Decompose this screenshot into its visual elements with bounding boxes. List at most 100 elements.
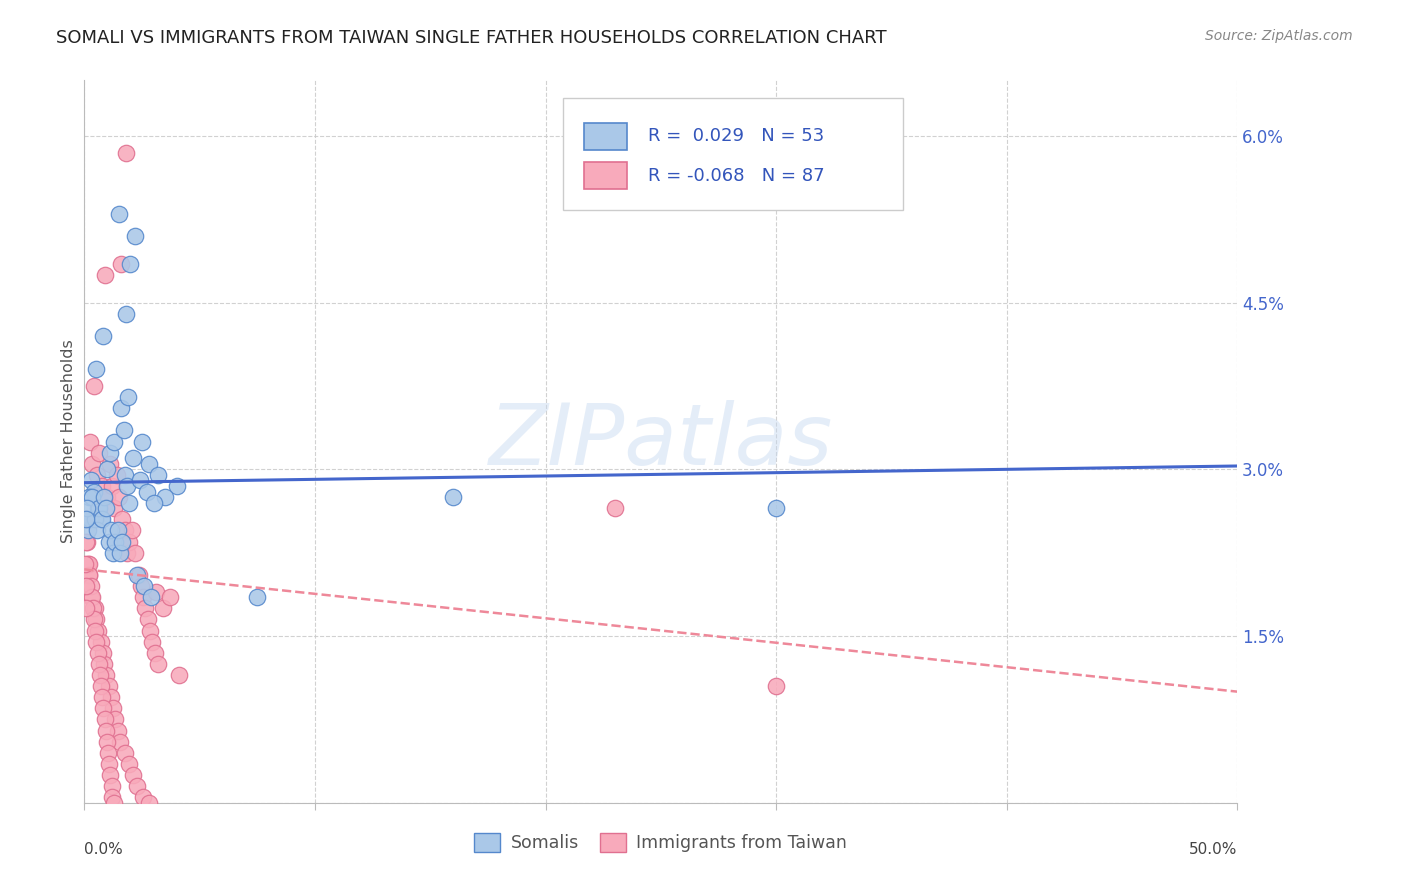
Point (93, 490, 115, 504)
Point (97, 746, 120, 760)
Point (143, 646, 166, 660)
Point (108, 546, 131, 560)
Point (146, 467, 169, 482)
Point (134, 579, 156, 593)
Point (86, 467, 108, 482)
Point (141, 634, 163, 648)
Point (603, 501, 626, 516)
Point (93, 713, 115, 727)
Text: R =  0.029   N = 53: R = 0.029 N = 53 (648, 128, 824, 145)
Point (79, 568, 101, 582)
Point (83, 601, 105, 615)
Point (103, 434, 125, 449)
Point (111, 512, 134, 526)
Point (124, 228, 146, 243)
Point (96, 462, 118, 476)
Point (94, 268, 117, 282)
Point (138, 796, 160, 810)
Point (100, 690, 122, 705)
Text: ZIPatlas: ZIPatlas (489, 400, 832, 483)
Point (108, 490, 131, 504)
Point (166, 479, 188, 493)
Point (82, 490, 104, 504)
Point (103, 501, 125, 516)
Point (107, 723, 129, 738)
Point (76, 524, 98, 538)
Point (87, 624, 110, 638)
FancyBboxPatch shape (562, 98, 903, 211)
Point (118, 534, 141, 549)
Point (100, 779, 122, 793)
Point (132, 590, 155, 604)
Point (75, 534, 97, 549)
Text: 50.0%: 50.0% (1189, 842, 1237, 856)
Point (80, 579, 103, 593)
Point (139, 624, 162, 638)
Point (98, 768, 121, 782)
Point (91, 701, 114, 715)
Legend: Somalis, Immigrants from Taiwan: Somalis, Immigrants from Taiwan (467, 826, 855, 859)
Point (84, 362, 107, 376)
Point (84, 624, 107, 638)
Point (103, 546, 124, 560)
Text: Source: ZipAtlas.com: Source: ZipAtlas.com (1205, 29, 1353, 43)
Point (128, 568, 150, 582)
Point (93, 657, 115, 671)
Point (115, 307, 138, 321)
Point (89, 501, 111, 516)
Point (114, 467, 136, 482)
Point (114, 746, 136, 760)
Point (98, 457, 121, 471)
Point (104, 534, 127, 549)
Point (80, 590, 103, 604)
Point (134, 601, 156, 615)
Point (117, 756, 139, 771)
Point (87, 657, 110, 671)
Point (96, 501, 118, 516)
Point (129, 579, 152, 593)
Point (96, 668, 118, 682)
Point (82, 457, 104, 471)
Point (84, 612, 107, 626)
Point (101, 790, 124, 805)
Point (112, 424, 135, 438)
Bar (583, 161, 627, 189)
Point (136, 612, 159, 626)
Point (100, 524, 122, 538)
Y-axis label: Single Father Households: Single Father Households (60, 340, 76, 543)
Point (82, 601, 104, 615)
Point (118, 496, 141, 510)
Point (90, 679, 112, 693)
Point (127, 568, 149, 582)
Point (110, 401, 132, 416)
Point (89, 634, 111, 648)
Point (86, 634, 108, 648)
Point (83, 612, 105, 626)
Point (115, 479, 138, 493)
Point (765, 679, 787, 693)
Point (83, 484, 105, 499)
Point (80, 590, 103, 604)
Point (77, 568, 100, 582)
Point (90, 512, 112, 526)
Point (167, 668, 190, 682)
Text: 0.0%: 0.0% (84, 842, 124, 856)
Point (246, 590, 269, 604)
Point (128, 474, 150, 488)
Point (83, 379, 105, 393)
Point (94, 723, 117, 738)
Point (141, 590, 163, 604)
Point (77, 557, 100, 571)
Point (132, 790, 155, 805)
Point (110, 257, 132, 271)
Point (75, 512, 97, 526)
Point (89, 668, 111, 682)
Point (153, 490, 176, 504)
Point (96, 734, 118, 748)
Point (146, 657, 169, 671)
Point (97, 679, 120, 693)
Point (76, 501, 98, 516)
Point (79, 512, 101, 526)
Point (86, 524, 108, 538)
Point (96, 490, 118, 504)
